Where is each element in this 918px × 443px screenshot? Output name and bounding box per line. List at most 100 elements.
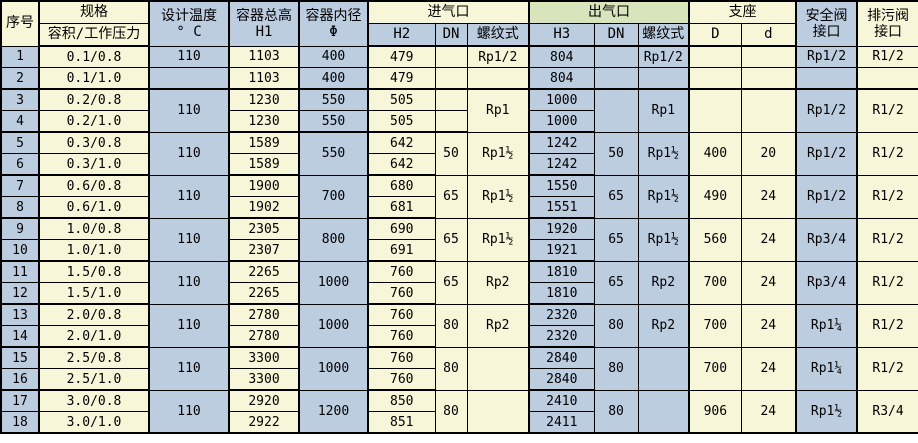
cell-outlet-thread bbox=[637, 389, 690, 434]
cell-serial: 12 bbox=[0, 282, 40, 305]
cell-inlet-dn: 80 bbox=[434, 389, 468, 434]
cell-design-temp: 110 bbox=[148, 303, 230, 348]
cell-safety-valve: Rp3/4 bbox=[795, 260, 858, 305]
cell-support-D: 700 bbox=[688, 303, 742, 348]
inner-diameter-symbol: Φ bbox=[329, 23, 338, 40]
cell-h1: 2780 bbox=[228, 303, 300, 326]
drain-valve-label: 排污阀 bbox=[867, 7, 910, 24]
cell-inlet-dn: 65 bbox=[434, 174, 468, 219]
cell-h3: 2320 bbox=[528, 325, 595, 348]
cell-h2: 505 bbox=[367, 88, 436, 111]
col-header-outlet-dn: DN bbox=[593, 23, 639, 47]
cell-spec: 1.5/1.0 bbox=[38, 282, 150, 305]
cell-outlet-dn: 80 bbox=[593, 346, 639, 391]
col-header-spec-sub: 容积/工作压力 bbox=[38, 23, 150, 47]
total-height-symbol: H1 bbox=[255, 23, 273, 40]
cell-h3: 1810 bbox=[528, 282, 595, 305]
cell-serial: 15 bbox=[0, 346, 40, 369]
col-header-inlet-group: 进气口 bbox=[366, 0, 530, 24]
cell-outlet-dn: 65 bbox=[593, 174, 639, 219]
cell-h3: 2840 bbox=[528, 368, 595, 391]
cell-safety-valve bbox=[795, 67, 858, 90]
cell-inlet-dn bbox=[434, 45, 468, 68]
col-header-outlet-group: 出气口 bbox=[528, 0, 690, 24]
cell-drain-valve: R1/2 bbox=[856, 174, 918, 219]
cell-support-d: 20 bbox=[740, 131, 797, 176]
cell-safety-valve: Rp3/4 bbox=[795, 217, 858, 262]
cell-support-d bbox=[740, 67, 797, 90]
cell-outlet-thread bbox=[637, 346, 690, 391]
table-row: 10 1.0/1.0 2307 691 1921 bbox=[0, 239, 918, 262]
col-header-support-group: 支座 bbox=[688, 0, 797, 24]
cell-drain-valve: R1/2 bbox=[856, 303, 918, 348]
cell-inlet-thread: Rp1/2 bbox=[466, 45, 530, 68]
cell-inlet-dn: 65 bbox=[434, 260, 468, 305]
cell-spec: 0.6/0.8 bbox=[38, 174, 150, 197]
cell-drain-valve: R1/2 bbox=[856, 131, 918, 176]
cell-drain-valve: R1/2 bbox=[856, 217, 918, 262]
cell-h3: 804 bbox=[528, 67, 595, 90]
cell-spec: 1.0/1.0 bbox=[38, 239, 150, 262]
cell-spec: 0.3/0.8 bbox=[38, 131, 150, 154]
cell-support-D bbox=[688, 88, 742, 133]
cell-h1: 1103 bbox=[228, 67, 300, 90]
cell-support-d bbox=[740, 45, 797, 68]
cell-spec: 0.1/0.8 bbox=[38, 45, 150, 68]
cell-h1: 2307 bbox=[228, 239, 300, 262]
col-header-serial: 序号 bbox=[0, 0, 40, 47]
cell-spec: 3.0/0.8 bbox=[38, 389, 150, 412]
col-header-support-D: D bbox=[688, 23, 742, 47]
cell-inner-diameter: 400 bbox=[298, 67, 369, 90]
cell-h3: 1000 bbox=[528, 110, 595, 133]
cell-inner-diameter: 1000 bbox=[298, 260, 369, 305]
cell-outlet-dn: 65 bbox=[593, 260, 639, 305]
table-row: 15 2.5/0.8 110 3300 1000 760 80 2840 80 700 24 Rp1¼… bbox=[0, 346, 918, 391]
col-header-inlet-thread: 螺纹式 bbox=[466, 23, 530, 47]
cell-h2: 760 bbox=[367, 346, 436, 369]
cell-serial: 11 bbox=[0, 260, 40, 283]
cell-spec: 1.0/0.8 bbox=[38, 217, 150, 240]
cell-serial: 3 bbox=[0, 88, 40, 111]
cell-inner-diameter: 400 bbox=[298, 45, 369, 68]
cell-outlet-thread bbox=[637, 67, 690, 90]
cell-h2: 760 bbox=[367, 368, 436, 391]
table-row: 11 1.5/0.8 110 2265 1000 760 65 Rp2 1810 65 Rp2 700… bbox=[0, 260, 918, 305]
cell-serial: 7 bbox=[0, 174, 40, 197]
cell-h3: 1550 bbox=[528, 174, 595, 197]
header-row-sub: 容积/工作压力 H2 DN 螺纹式 H3 DN 螺纹式 D d bbox=[1, 23, 918, 47]
cell-serial: 2 bbox=[0, 67, 40, 90]
cell-h3: 2410 bbox=[528, 389, 595, 412]
col-header-inlet-h2: H2 bbox=[367, 23, 436, 47]
table-row: 14 2.0/1.0 2780 760 2320 bbox=[0, 325, 918, 348]
cell-h2: 760 bbox=[367, 260, 436, 283]
cell-outlet-dn: 65 bbox=[593, 217, 639, 262]
cell-support-D: 560 bbox=[688, 217, 742, 262]
cell-design-temp: 110 bbox=[148, 217, 230, 262]
cell-outlet-dn: 50 bbox=[593, 131, 639, 176]
col-header-drain-valve: 排污阀 接口 bbox=[856, 0, 918, 47]
table-row: 5 0.3/0.8 110 1589 550 642 50 Rp1½ 1242 50 Rp1½ 400… bbox=[0, 131, 918, 176]
col-header-support-d: d bbox=[740, 23, 797, 47]
cell-safety-valve: Rp1½ bbox=[795, 389, 858, 434]
col-header-inner-diameter: 容器内径 Φ bbox=[298, 0, 369, 47]
cell-h1: 1589 bbox=[228, 153, 300, 176]
cell-h2: 479 bbox=[367, 67, 436, 90]
cell-h1: 1589 bbox=[228, 131, 300, 154]
cell-h2: 850 bbox=[367, 389, 436, 412]
cell-safety-valve: Rp1/2 bbox=[795, 174, 858, 219]
vessel-spec-table: 序号 规格 设计温度 ° C 容器总高 H1 容器内径 Φ 进气口 出气口 支座 bbox=[0, 0, 918, 434]
col-header-total-height: 容器总高 H1 bbox=[228, 0, 300, 47]
cell-support-D: 490 bbox=[688, 174, 742, 219]
cell-h1: 1900 bbox=[228, 174, 300, 197]
cell-h2: 691 bbox=[367, 239, 436, 262]
cell-spec: 0.2/1.0 bbox=[38, 110, 150, 133]
cell-inlet-dn: 80 bbox=[434, 303, 468, 348]
cell-support-D: 906 bbox=[688, 389, 742, 434]
cell-outlet-thread: Rp2 bbox=[637, 260, 690, 305]
cell-outlet-dn: 80 bbox=[593, 389, 639, 434]
cell-support-d: 24 bbox=[740, 346, 797, 391]
cell-design-temp: 110 bbox=[148, 389, 230, 434]
cell-h2: 690 bbox=[367, 217, 436, 240]
cell-serial: 13 bbox=[0, 303, 40, 326]
